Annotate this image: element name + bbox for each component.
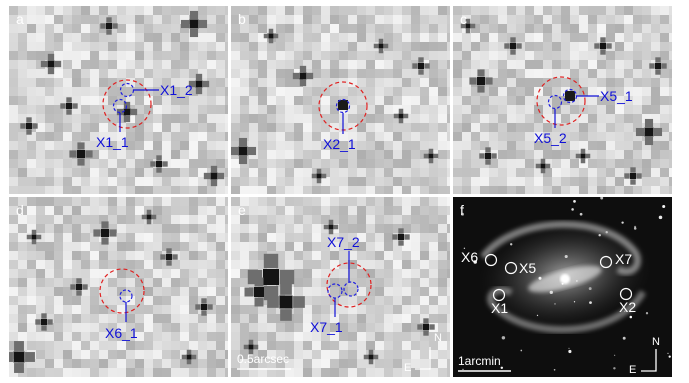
label-x6: X6: [461, 249, 479, 265]
panel-letter-e: e: [238, 202, 246, 218]
source-circle-x5: [504, 261, 518, 275]
aperture-small-x1-2: [119, 82, 135, 98]
source-circle-x6: [484, 253, 498, 267]
compass-arrows-f: [641, 349, 657, 372]
panel-letter-c: c: [460, 11, 467, 27]
apertures-e: [237, 251, 431, 370]
label-x1-2: X1_2: [160, 82, 193, 98]
aperture-large-c: [536, 76, 586, 126]
compass-n-f: N: [652, 336, 660, 348]
aperture-large-e: [326, 262, 372, 308]
noise-field-c: [453, 6, 672, 194]
galaxy-arm-lower: [487, 286, 647, 334]
apertures-c: [536, 76, 599, 128]
noise-field-e: [231, 197, 450, 377]
scale-label-f: 1arcmin: [458, 354, 501, 368]
compass-e-e: E: [404, 362, 412, 374]
noise-field-b: [231, 6, 450, 194]
scale-label-e: 0.5arcsec: [237, 352, 290, 366]
compass-n-e: N: [434, 332, 442, 344]
panel-b: b X2_1: [231, 6, 450, 194]
label-x5: X5: [519, 260, 537, 276]
aperture-small-x7-1: [327, 283, 343, 299]
source-x2-1: [338, 100, 348, 110]
panel-letter-d: d: [16, 202, 24, 218]
aperture-large-a: [102, 79, 152, 129]
label-x2: X2: [619, 299, 637, 315]
label-x7-1: X7_1: [310, 319, 343, 335]
compass-arrows-e: [415, 347, 431, 370]
galaxy-arm-upper: [480, 221, 642, 276]
panel-d: d X6_1: [9, 197, 228, 377]
panel-c: c X5_1 X5_2: [453, 6, 672, 194]
panel-f: f X6 X5 X7 X1 X2 1arcmin N E: [453, 197, 672, 377]
label-x5-1: X5_1: [600, 88, 633, 104]
panel-letter-f: f: [460, 202, 464, 218]
noise-field-d: [9, 197, 228, 377]
apertures-a: [102, 79, 159, 132]
panel-letter-b: b: [238, 11, 246, 27]
field-stars: [461, 197, 671, 371]
apertures-d: [99, 268, 145, 322]
panel-e: e X7_2 X7_1 0.5arcsec N E: [231, 197, 450, 377]
noise-field-a: [9, 6, 228, 194]
aperture-small-x5-2: [547, 94, 563, 110]
aperture-large-d: [99, 268, 145, 314]
panel-letter-a: a: [16, 11, 24, 27]
label-x7: X7: [615, 251, 633, 267]
aperture-small-x1-1: [112, 98, 128, 114]
label-x1-1: X1_1: [96, 134, 129, 150]
label-x7-2: X7_2: [327, 234, 360, 250]
panel-a: a X1_2 X1_1: [9, 6, 228, 194]
source-x5-1: [565, 91, 575, 101]
source-circle-x1: [492, 288, 506, 302]
aperture-small-x6-1: [119, 289, 133, 303]
label-x1: X1: [491, 300, 509, 316]
compass-e-f: E: [629, 364, 637, 376]
label-x5-2: X5_2: [534, 130, 567, 146]
apertures-b: [318, 81, 368, 134]
galaxy-image-f: [458, 197, 671, 372]
label-x2-1: X2_1: [323, 136, 356, 152]
aperture-small-x2-1: [335, 98, 351, 114]
aperture-small-x7-2: [343, 281, 359, 297]
source-circle-x7: [599, 255, 613, 269]
source-circle-x2: [619, 287, 633, 301]
galaxy-nucleus: [560, 274, 570, 284]
label-x6-1: X6_1: [105, 325, 138, 341]
